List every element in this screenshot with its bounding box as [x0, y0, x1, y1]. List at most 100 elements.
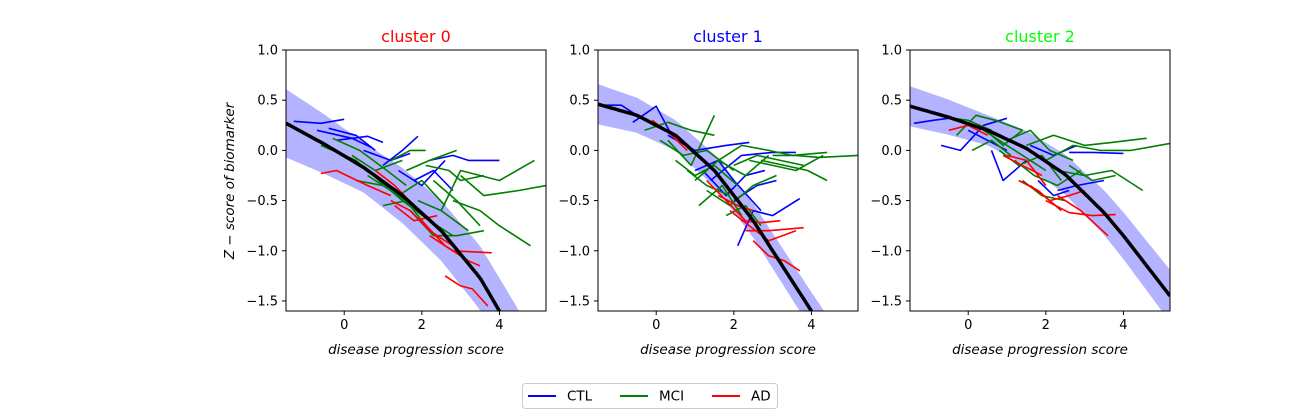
legend-label-mci: MCI [659, 389, 684, 405]
trajectory-mci [405, 149, 457, 172]
trajectory-mci [390, 149, 426, 162]
x-axis-label: disease progression score [328, 342, 504, 358]
y-axis-label: Z − score of biomarker [222, 101, 238, 260]
mean-curve [910, 104, 1170, 297]
panel-cluster-1: cluster 1 disease progression score 0 2 4 1… [558, 27, 859, 358]
x-tick-label: 4 [1119, 318, 1127, 333]
trajectory-ctl [413, 169, 454, 192]
trajectory-ad [1029, 184, 1085, 202]
mean-curve [598, 102, 814, 311]
trajectory-mci [667, 114, 716, 167]
trajectory-ctl [328, 127, 376, 152]
y-tick-label: −1.5 [558, 294, 590, 309]
trajectory-ctl [382, 135, 419, 167]
y-tick-label: −1.0 [870, 244, 902, 259]
x-tick-label: 2 [730, 318, 738, 333]
trajectory-ad [390, 199, 454, 247]
legend-label-ctl: CTL [567, 389, 593, 405]
y-tick-label: −1.0 [558, 244, 590, 259]
legend-label-ad: AD [751, 389, 771, 405]
trajectory-mci [694, 154, 770, 182]
y-tick-label: −0.5 [246, 194, 278, 209]
y-tick-label: 1.0 [881, 44, 902, 59]
trajectory-mci [971, 139, 1012, 157]
panel-title: cluster 1 [693, 27, 763, 46]
trajectory-ctl [1037, 179, 1070, 197]
trajectory-ad [741, 219, 781, 224]
x-tick-label: 2 [1042, 318, 1050, 333]
trajectory-mci [440, 159, 535, 211]
trajectory-mci [1026, 134, 1147, 147]
panel-cluster-0: cluster 0 disease progression score 0 2 4 1… [246, 27, 547, 358]
x-tick-label: 4 [495, 318, 503, 333]
trajectory-ctl [940, 117, 1008, 152]
trajectory-ad [444, 275, 489, 307]
y-tick-label: −0.5 [870, 194, 902, 209]
trajectory-mci [1045, 142, 1170, 162]
trajectory-mci [1068, 164, 1116, 182]
trajectory-mci [1057, 169, 1144, 192]
trajectory-ctl [293, 118, 345, 125]
trajectory-ad [706, 179, 747, 222]
trajectory-mci [686, 169, 731, 197]
axes-frame [909, 49, 1171, 312]
trajectory-ctl [709, 151, 796, 182]
trajectory-ctl [702, 169, 766, 197]
mean-curve [286, 121, 502, 311]
trajectory-ad [429, 235, 492, 254]
y-tick-label: 1.0 [257, 44, 278, 59]
trajectory-mci [460, 174, 546, 197]
y-tick-label: −1.0 [246, 244, 278, 259]
trajectory-ctl [1069, 151, 1124, 155]
trajectory-ad [320, 169, 392, 197]
y-tick-label: −0.5 [558, 194, 590, 209]
trajectory-ctl [336, 135, 384, 144]
legend-frame [522, 383, 778, 409]
trajectory-ad [1006, 154, 1047, 186]
panel-cluster-2: cluster 2 disease progression score 0 2 4 1… [870, 27, 1171, 358]
confidence-band [910, 86, 1170, 311]
trajectory-ad [729, 209, 797, 242]
trajectory-mci [425, 164, 485, 182]
x-axis-label: disease progression score [640, 342, 816, 358]
y-tick-label: −1.5 [870, 294, 902, 309]
axes-frame [285, 49, 547, 312]
trajectory-ad [421, 220, 481, 267]
trajectory-ad [1057, 194, 1109, 237]
x-tick-label: 4 [807, 318, 815, 333]
trajectory-mci [760, 159, 828, 182]
trajectory-ad [717, 194, 754, 212]
trajectory-ctl [736, 197, 801, 247]
trajectory-mci [332, 137, 407, 187]
trajectory-mci [398, 179, 446, 207]
trajectory-mci [749, 154, 824, 172]
trajectory-mci [698, 184, 743, 217]
x-tick-label: 0 [652, 318, 660, 333]
axes-frame [597, 49, 859, 312]
trajectory-ad [394, 204, 438, 222]
trajectory-mci [717, 144, 828, 162]
y-tick-label: 0.0 [257, 144, 278, 159]
panel-title: cluster 2 [1005, 27, 1075, 46]
trajectory-ctl [990, 150, 1027, 182]
trajectory-mci [452, 199, 531, 247]
panel-title: cluster 0 [381, 27, 451, 46]
trajectory-ctl [913, 117, 949, 125]
trajectory-ctl [398, 159, 446, 187]
trajectory-ctl [429, 154, 500, 162]
y-tick-label: 0.0 [569, 144, 590, 159]
trajectory-mci [772, 154, 858, 159]
trajectory-mci [706, 174, 777, 207]
trajectory-mci [355, 179, 407, 202]
y-tick-label: −1.5 [246, 294, 278, 309]
y-tick-label: 0.5 [257, 94, 278, 109]
plot-area [910, 86, 1170, 311]
x-axis-label: disease progression score [952, 342, 1128, 358]
trajectory-mci [675, 159, 739, 187]
legend: CTL MCI AD [522, 383, 778, 409]
trajectory-ad [745, 226, 804, 232]
y-tick-label: 0.5 [569, 94, 590, 109]
plot-area [598, 84, 858, 311]
trajectory-mci [733, 154, 804, 167]
y-tick-label: 0.5 [881, 94, 902, 109]
